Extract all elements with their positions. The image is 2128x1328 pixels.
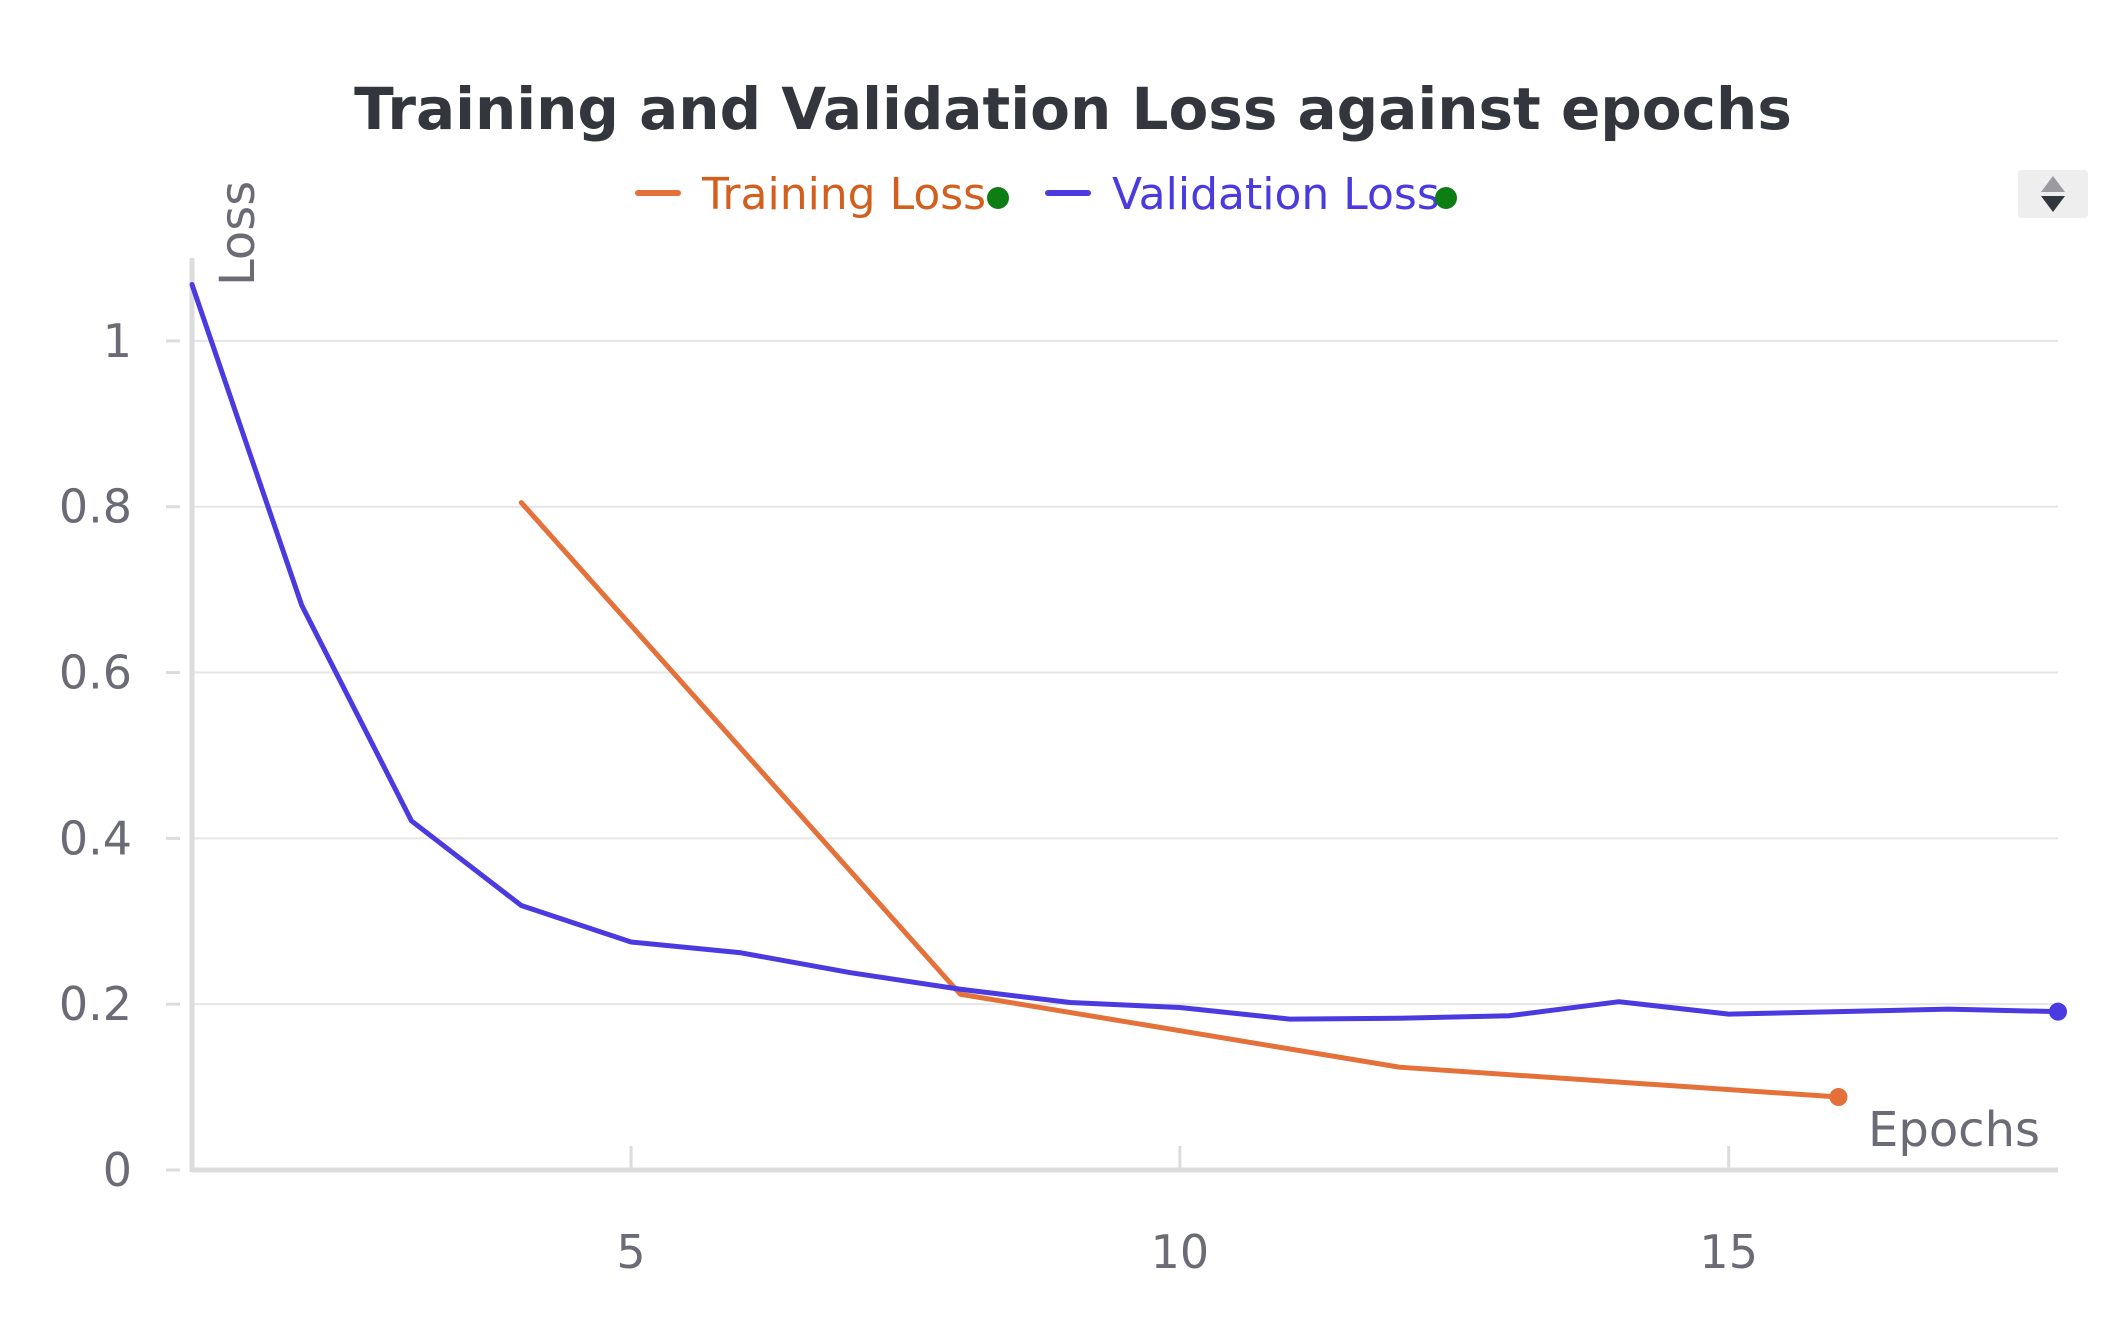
legend: Training Loss Validation Loss — [635, 169, 1457, 220]
legend-label: Training Loss — [701, 169, 986, 220]
training-loss-line — [518, 500, 1841, 1100]
x-tick-label: 5 — [616, 1225, 645, 1279]
chart-title: Training and Validation Loss against epo… — [354, 75, 1792, 143]
y-tick-label: 0.8 — [59, 480, 132, 534]
axis-labels: Loss Epochs — [210, 181, 2040, 1158]
y-axis-label: Loss — [210, 181, 266, 286]
y-tick-label: 0.4 — [59, 811, 132, 865]
legend-item-validation-loss[interactable]: Validation Loss — [1045, 169, 1457, 220]
legend-item-training-loss[interactable]: Training Loss — [635, 169, 1009, 220]
legend-label: Validation Loss — [1112, 169, 1440, 220]
x-tick-label: 10 — [1151, 1225, 1210, 1279]
y-tick-label: 1 — [103, 314, 132, 368]
validation-loss-end-point — [2049, 1002, 2067, 1021]
series-lines — [189, 282, 2067, 1107]
y-tick-label: 0.2 — [59, 977, 132, 1031]
sort-toggle-button[interactable] — [2018, 170, 2088, 218]
sort-down-icon — [2041, 196, 2065, 212]
grid-lines — [192, 339, 2058, 1006]
training-loss-end-point — [1829, 1088, 1848, 1107]
tick-labels: 00.20.40.60.815 10 15 — [59, 314, 1758, 1279]
y-tick-label: 0.6 — [59, 646, 132, 700]
y-tick-label: 0 — [103, 1143, 132, 1197]
validation-loss-line — [189, 282, 2061, 1022]
sort-up-icon — [2041, 176, 2065, 192]
legend-status-dot — [1435, 187, 1457, 209]
x-tick-label: 15 — [1699, 1225, 1758, 1279]
legend-status-dot — [987, 187, 1009, 209]
x-axis-label: Epochs — [1868, 1102, 2040, 1158]
axes — [166, 258, 2058, 1173]
